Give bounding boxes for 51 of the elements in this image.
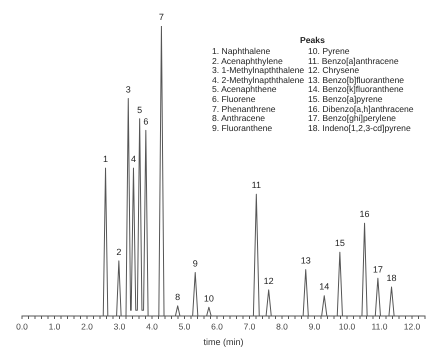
x-tick-label: 8.0 — [276, 321, 288, 332]
x-tick-label: 4.0 — [146, 321, 158, 332]
annotation: 13 — [300, 256, 311, 266]
x-tick-label: 12.0 — [404, 321, 421, 332]
annotation: 4. 2-Methylnapththalene — [212, 74, 304, 86]
x-tick-label: 7.0 — [244, 321, 256, 332]
annotation: Peaks — [300, 35, 325, 46]
annotation: 12 — [264, 276, 274, 286]
annotation: 8. Anthracene — [212, 113, 266, 124]
annotation: 17 — [372, 264, 383, 274]
annotation: 16. Dibenzo[a,h]anthracene — [308, 104, 414, 114]
annotation: 9. Fluoranthene — [212, 122, 274, 134]
x-tick-label: 1.0 — [48, 321, 61, 332]
x-tick-label: 5.0 — [178, 321, 191, 332]
annotation: 18. Indeno[1,2,3-cd]pyrene — [308, 122, 412, 134]
annotation: 7 — [158, 12, 164, 22]
annotation: 18 — [386, 272, 397, 283]
annotation: 5 — [137, 104, 142, 115]
x-axis-title: time (min) — [204, 337, 244, 348]
annotation: 15 — [334, 238, 345, 248]
annotation: 6 — [143, 116, 148, 126]
x-tick-label: 3.0 — [114, 321, 126, 332]
annotation: 6. Fluorene — [212, 94, 256, 105]
annotation: 3. 1-Methylnapththalene — [212, 65, 304, 76]
annotation: 9 — [192, 258, 198, 268]
annotation: 14 — [319, 282, 330, 292]
x-tick-label: 6.0 — [211, 321, 224, 332]
annotation: 1. Naphthalene — [212, 46, 272, 57]
annotation: 2 — [116, 246, 122, 257]
annotation: 11 — [252, 180, 261, 190]
annotation: 13. Benzo[b]fluoranthene — [308, 74, 406, 86]
annotation: 11. Benzo[a]anthracene — [308, 56, 400, 66]
x-tick-label: 10.0 — [338, 321, 356, 332]
annotation: 16 — [360, 209, 370, 220]
annotation: 1 — [103, 154, 108, 164]
annotation: 10. Pyrene — [308, 46, 351, 57]
annotation: 17. Benzo[ghi]perylene — [308, 113, 396, 124]
annotation: 10 — [204, 293, 214, 304]
annotation: 2. Acenaphthylene — [212, 56, 283, 66]
annotation: 4 — [130, 154, 136, 164]
x-tick-label: 2.0 — [81, 321, 94, 332]
annotation: 3 — [126, 84, 131, 94]
annotation: 15. Benzo[a]pyrene — [308, 94, 383, 105]
x-tick-label: 9.0 — [308, 321, 321, 332]
annotation: 8 — [175, 292, 180, 302]
annotation: 14. Benzo[k]fluoranthene — [308, 84, 405, 95]
x-tick-label: 11.0 — [372, 321, 388, 332]
annotation: 5. Acenaphthene — [212, 84, 277, 95]
annotation: 12. Chrysene — [308, 65, 360, 76]
annotation: 7. Phenanthrene — [212, 104, 277, 114]
x-tick-label: 0.0 — [16, 321, 28, 332]
